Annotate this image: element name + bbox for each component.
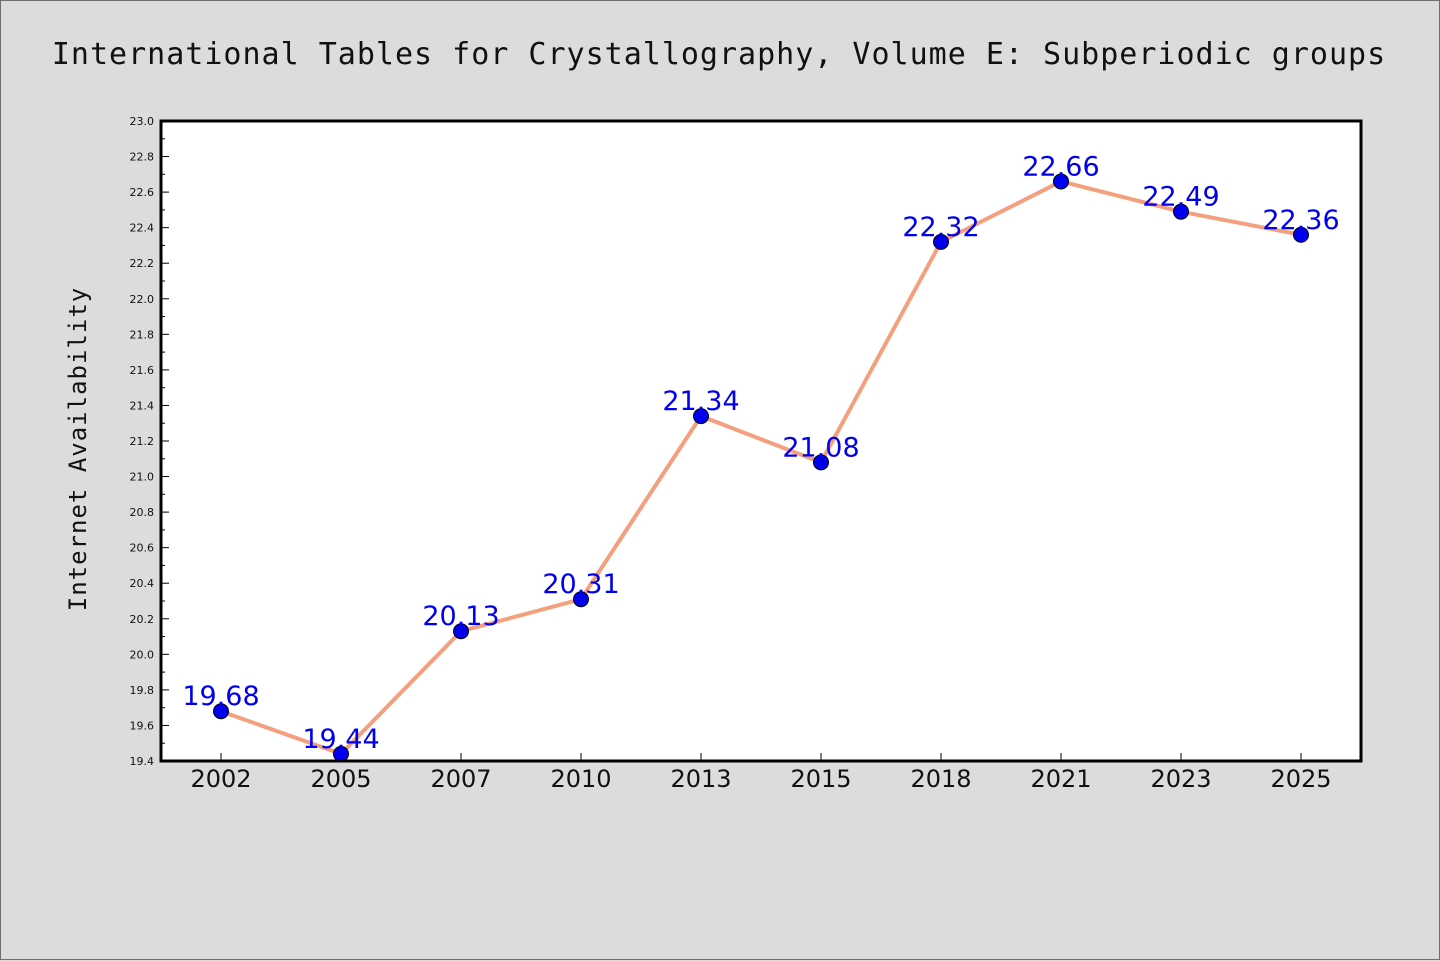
data-label: 22.32 [902,212,979,243]
x-tick-label: 2005 [310,765,371,793]
data-label: 19.68 [182,681,259,712]
x-tick-label: 2015 [790,765,851,793]
y-tick-label: 19.4 [130,755,155,768]
x-tick-label: 2021 [1030,765,1091,793]
y-tick-label: 21.0 [130,471,155,484]
chart-title: International Tables for Crystallography… [52,37,1386,72]
data-point [213,703,229,720]
series-layer: 19.68 19.44 20.13 20.31 21.34 21.08 22.32 22.66… [182,151,1340,762]
y-tick-label: 21.8 [130,328,155,341]
series-line [219,179,1303,756]
x-tick-label: 2002 [190,765,251,793]
y-tick-label: 22.4 [130,222,155,235]
data-point [1293,226,1309,243]
y-tick-label: 22.2 [130,257,155,270]
data-point [1173,203,1189,220]
x-tick-label: 2023 [1150,765,1211,793]
data-label: 20.31 [542,569,619,600]
data-label: 21.34 [662,386,739,417]
y-tick-label: 20.0 [130,648,155,661]
y-tick-label: 20.8 [130,506,155,519]
y-tick-label: 23.0 [130,115,155,128]
y-tick-label: 22.0 [130,293,155,306]
data-label: 22.36 [1262,205,1339,236]
y-tick-label: 21.6 [130,364,155,377]
plot-border [159,119,1363,763]
data-point [1053,173,1069,190]
y-tick-label: 22.8 [130,151,155,164]
data-label: 19.44 [302,724,379,755]
y-tick-label: 19.8 [130,684,155,697]
data-label: 20.13 [422,601,499,632]
y-tick-label: 19.6 [130,719,155,732]
data-label: 21.08 [782,432,859,463]
y-tick-label: 22.6 [130,186,155,199]
x-tick-label: 2010 [550,765,611,793]
data-point [813,454,829,471]
data-point [933,233,949,250]
x-tick-label: 2013 [670,765,731,793]
y-tick-label: 20.6 [130,542,155,555]
x-tick-label: 2007 [430,765,491,793]
data-label: 22.66 [1022,151,1099,182]
y-tick-label: 20.4 [130,577,155,590]
data-point [573,591,589,608]
x-tick-label: 2025 [1270,765,1331,793]
axis-ticks: 19.4 19.6 19.8 20.0 20.2 20.4 20.6 20.8 21.0 21.2… [130,115,1332,793]
y-tick-label: 21.2 [130,435,155,448]
data-point [453,623,469,640]
y-axis-label: Internet Availability [64,287,92,611]
y-tick-label: 21.4 [130,399,155,412]
data-label: 22.49 [1142,182,1219,213]
y-tick-label: 20.2 [130,613,155,626]
data-point [693,408,709,425]
x-tick-label: 2018 [910,765,971,793]
